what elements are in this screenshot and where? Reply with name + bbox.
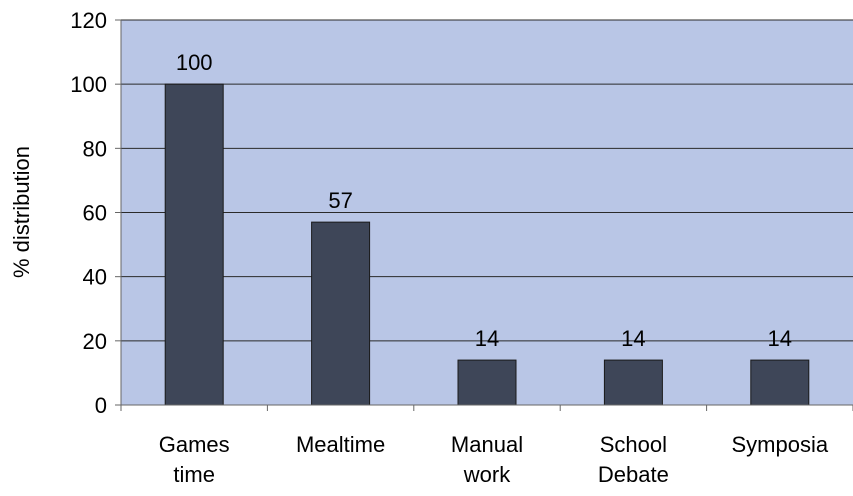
- y-tick-label: 120: [70, 8, 107, 33]
- x-category-label: Symposia: [732, 432, 829, 457]
- gridlines: [121, 19, 853, 342]
- y-tick-label: 0: [95, 393, 107, 418]
- data-label: 14: [475, 326, 499, 351]
- x-category-label: School Debate: [598, 432, 669, 487]
- bar: [164, 83, 224, 406]
- bar: [750, 359, 810, 406]
- bar: [311, 221, 371, 406]
- y-tick-label: 20: [83, 329, 107, 354]
- y-tick-labels: 0 20 40 60 80 100 120: [70, 8, 107, 418]
- y-tick-label: 100: [70, 72, 107, 97]
- y-tick-label: 40: [83, 265, 107, 290]
- data-label: 14: [768, 326, 792, 351]
- data-labels: 100 57 14 14 14: [176, 50, 792, 351]
- bars: [164, 83, 810, 406]
- data-label: 14: [621, 326, 645, 351]
- axes: [115, 19, 853, 411]
- x-category-label: Manual work: [451, 432, 523, 487]
- bar: [457, 359, 517, 406]
- x-category-label: Mealtime: [296, 432, 385, 457]
- data-label: 57: [328, 188, 352, 213]
- y-axis-title: % distribution: [9, 146, 34, 278]
- x-category-labels: Games time Mealtime Manual work School Debate S…: [159, 432, 829, 487]
- data-label: 100: [176, 50, 213, 75]
- y-tick-label: 80: [83, 136, 107, 161]
- y-tick-label: 60: [83, 201, 107, 226]
- bar: [603, 359, 663, 406]
- x-category-label: Games time: [159, 432, 230, 487]
